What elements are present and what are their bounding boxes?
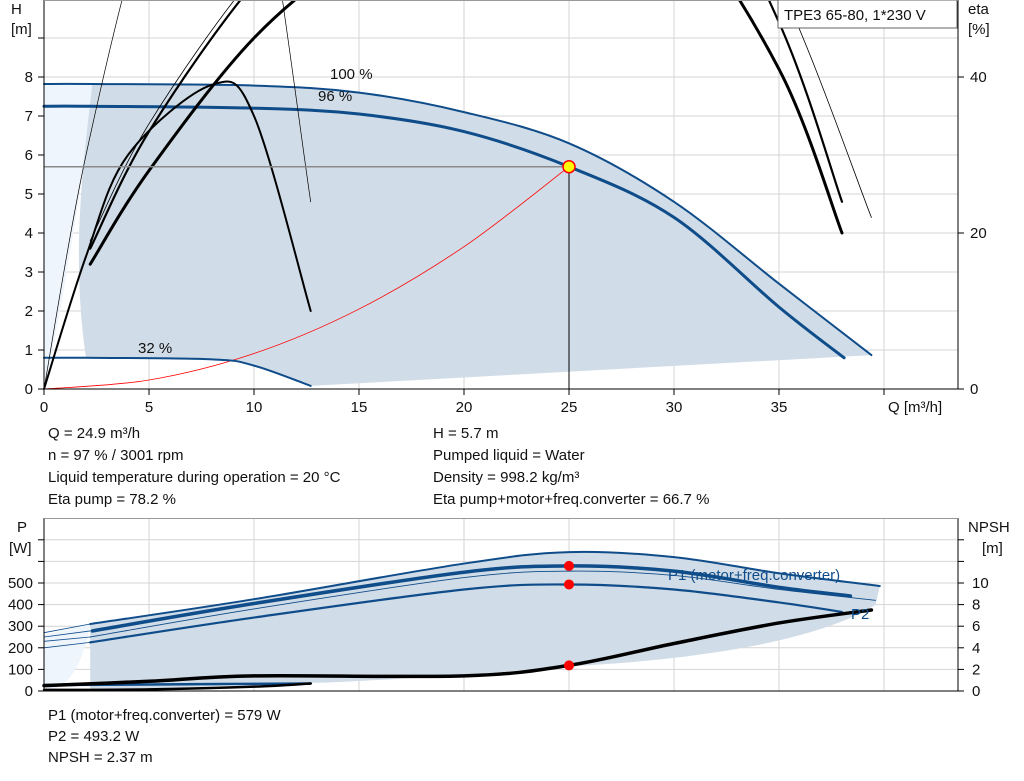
pump-title: TPE3 65-80, 1*230 V	[784, 7, 926, 24]
curve-label-p2: P2	[851, 606, 869, 623]
p-axis-unit: [W]	[9, 540, 32, 557]
info-p1: P1 (motor+freq.converter) = 579 W	[48, 707, 281, 724]
info-p2: P2 = 493.2 W	[48, 728, 140, 745]
npsh-tick-label: 4	[972, 640, 980, 657]
q-tick-label: 20	[456, 399, 473, 416]
title-box	[777, 0, 958, 29]
curve-label-p1: P1 (motor+freq.converter)	[668, 567, 840, 584]
p-tick-label: 400	[8, 597, 33, 614]
h-axis-title: H	[11, 1, 22, 18]
info-npsh: NPSH = 2.37 m	[48, 749, 153, 766]
p-tick-label: 0	[25, 683, 33, 700]
q-tick-label: 5	[145, 399, 153, 416]
eta-tick-label: 0	[970, 381, 978, 398]
p-tick-label: 500	[8, 575, 33, 592]
npsh-tick-label: 6	[972, 618, 980, 635]
info-bottom: P1 (motor+freq.converter) = 579 W P2 = 4…	[48, 707, 281, 766]
q-axis-label: Q [m³/h]	[888, 399, 942, 416]
npsh-axis-unit: [m]	[982, 540, 1003, 557]
h-tick-label: 4	[25, 225, 33, 242]
h-tick-label: 6	[25, 147, 33, 164]
curve-label-96: 96 %	[318, 88, 352, 105]
npsh-tick-label: 10	[972, 575, 989, 592]
p-tick-label: 100	[8, 661, 33, 678]
bottom-axes: 0 100 200 300 400 500 0 2 4 6 8 10	[8, 518, 989, 700]
head-curve-32	[43, 356, 312, 387]
p1-curve	[90, 564, 853, 633]
p-tick-label: 300	[8, 618, 33, 635]
eta-total-curve-32	[43, 80, 312, 390]
p-tick-label: 200	[8, 640, 33, 657]
npsh-curve-32	[42, 682, 312, 692]
eta-axis-unit: [%]	[968, 21, 990, 38]
h-tick-label: 8	[25, 69, 33, 86]
curve-label-100: 100 %	[330, 66, 373, 83]
npsh-axis-title: NPSH	[968, 519, 1010, 536]
system-curve	[43, 166, 570, 390]
q-tick-label: 25	[561, 399, 578, 416]
power-extension-line	[43, 630, 91, 638]
npsh-tick-label: 2	[972, 661, 980, 678]
info-density: Density = 998.2 kg/m³	[433, 469, 579, 486]
power-extension-line	[43, 642, 91, 649]
light-range-area	[44, 624, 91, 691]
info-speed: n = 97 % / 3001 rpm	[48, 447, 184, 464]
info-eta-pump: Eta pump = 78.2 %	[48, 491, 176, 508]
npsh-curve	[42, 608, 874, 688]
top-axes: 01234567802040608010005101520253035	[25, 0, 987, 416]
info-q: Q = 24.9 m³/h	[48, 425, 140, 442]
h-axis-unit: [m]	[11, 21, 32, 38]
duty-point	[562, 159, 576, 174]
info-top: Q = 24.9 m³/h n = 97 % / 3001 rpm Liquid…	[48, 425, 709, 508]
operating-range-area	[78, 84, 872, 386]
bottom-operating-range	[44, 551, 880, 691]
info-liquid: Pumped liquid = Water	[433, 447, 585, 464]
h-tick-label: 7	[25, 108, 33, 125]
operating-range-area	[90, 551, 880, 691]
q-tick-label: 0	[40, 399, 48, 416]
q-tick-label: 30	[666, 399, 683, 416]
h-tick-label: 5	[25, 186, 33, 203]
power-extension-line	[43, 636, 91, 642]
h-tick-label: 1	[25, 342, 33, 359]
h-tick-label: 2	[25, 303, 33, 320]
curve-label-32: 32 %	[138, 340, 172, 357]
p-thin-curve	[89, 570, 877, 638]
npsh-tick-label: 0	[972, 683, 980, 700]
eta-pump-curve	[89, 0, 844, 250]
q-tick-label: 10	[246, 399, 263, 416]
h-tick-label: 0	[25, 381, 33, 398]
power-npsh-chart: 0 100 200 300 400 500 0 2 4 6 8 10 P [W] NPSH [m] P…	[8, 518, 1010, 700]
info-eta-total: Eta pump+motor+freq.converter = 66.7 %	[433, 491, 709, 508]
q-tick-label: 35	[771, 399, 788, 416]
npsh-tick-label: 8	[972, 597, 980, 614]
power-extension-line	[43, 623, 91, 634]
eta-tick-label: 20	[970, 225, 987, 242]
eta-axis-title: eta	[968, 1, 990, 18]
eta-tick-label: 40	[970, 69, 987, 86]
p-axis-title: P	[17, 519, 27, 536]
eta-pump-curve-32	[43, 0, 312, 390]
info-h: H = 5.7 m	[433, 425, 498, 442]
p1-point	[564, 560, 574, 571]
bottom-curves	[42, 550, 881, 692]
p2-point	[564, 579, 574, 590]
h-tick-label: 3	[25, 264, 33, 281]
q-tick-label: 15	[351, 399, 368, 416]
p1-max-curve	[89, 550, 881, 626]
eta-pump-curve-100	[89, 0, 872, 242]
head-efficiency-chart: 01234567802040608010005101520253035 H [m…	[11, 0, 990, 416]
info-temperature: Liquid temperature during operation = 20…	[48, 469, 341, 486]
head-curve-100	[43, 82, 873, 357]
npsh-point	[564, 660, 574, 671]
p2-curve	[89, 583, 844, 644]
top-curves	[42, 0, 873, 390]
eta-total-curve	[88, 0, 844, 266]
